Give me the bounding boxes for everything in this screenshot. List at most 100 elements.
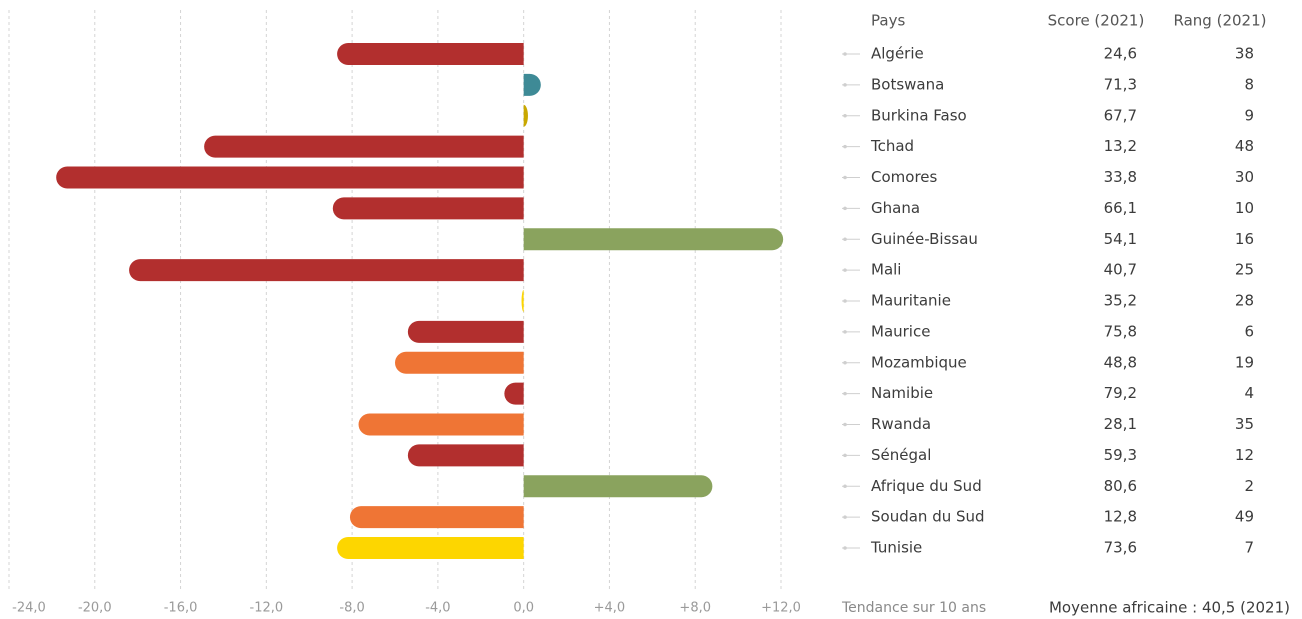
rank: 16 <box>1235 230 1254 248</box>
score: 13,2 <box>1104 137 1137 155</box>
country-label: Mozambique <box>871 353 967 371</box>
bar <box>349 506 524 529</box>
rank: 10 <box>1235 199 1254 217</box>
country-label: Rwanda <box>871 415 931 433</box>
score: 73,6 <box>1104 539 1137 557</box>
country-label: Guinée-Bissau <box>871 230 978 248</box>
x-tick-label: +12,0 <box>761 601 801 616</box>
score: 40,7 <box>1104 261 1137 279</box>
bar <box>129 259 524 282</box>
x-tick-label: +8,0 <box>679 601 711 616</box>
x-tick-label: -20,0 <box>78 601 112 616</box>
x-tick-label: -8,0 <box>339 601 364 616</box>
row-icon <box>843 206 847 211</box>
score: 24,6 <box>1104 45 1137 63</box>
row-icon <box>843 484 847 489</box>
row-icon <box>843 83 847 87</box>
bar <box>523 228 784 251</box>
score: 54,1 <box>1104 230 1137 248</box>
table-header: Pays <box>871 12 905 30</box>
row-icon <box>843 175 847 180</box>
score: 67,7 <box>1104 106 1137 124</box>
row-icon <box>843 422 847 427</box>
country-label: Burkina Faso <box>871 106 967 124</box>
table-header: Score (2021) <box>1048 12 1145 30</box>
country-label: Afrique du Sud <box>871 477 982 495</box>
country-label: Comores <box>871 168 938 186</box>
score: 28,1 <box>1104 415 1137 433</box>
row-icon <box>843 391 847 396</box>
bar <box>523 475 713 498</box>
rank: 30 <box>1235 168 1254 186</box>
bar <box>332 197 524 220</box>
rank: 28 <box>1235 292 1254 310</box>
x-axis-label: Tendance sur 10 ans <box>841 600 986 616</box>
bar <box>337 43 524 65</box>
country-label: Mali <box>871 261 901 279</box>
rank: 49 <box>1235 508 1254 526</box>
bar <box>56 166 524 189</box>
rank: 9 <box>1244 106 1254 124</box>
rank: 2 <box>1244 477 1254 495</box>
score: 59,3 <box>1104 446 1137 464</box>
rank: 19 <box>1235 353 1254 371</box>
country-label: Namibie <box>871 384 933 402</box>
score: 75,8 <box>1104 322 1137 340</box>
row-icon <box>843 453 847 458</box>
score: 66,1 <box>1104 199 1137 217</box>
rank: 4 <box>1244 384 1254 402</box>
country-label: Tunisie <box>870 539 922 557</box>
rank: 35 <box>1235 415 1254 433</box>
x-tick-label: -16,0 <box>164 601 198 616</box>
country-label: Maurice <box>871 322 930 340</box>
country-label: Sénégal <box>871 446 931 464</box>
rank: 12 <box>1235 446 1254 464</box>
score: 33,8 <box>1104 168 1137 186</box>
bar <box>358 413 524 436</box>
bar <box>204 135 524 158</box>
bar <box>523 104 528 127</box>
score: 35,2 <box>1104 292 1137 310</box>
rank: 8 <box>1244 75 1254 93</box>
rank: 6 <box>1244 322 1254 340</box>
row-icon <box>843 268 847 272</box>
row-icon <box>843 515 847 519</box>
x-tick-label: -12,0 <box>250 601 284 616</box>
row-icon <box>843 113 847 118</box>
row-icon <box>843 52 847 56</box>
bar <box>523 73 541 96</box>
rank: 38 <box>1235 45 1254 63</box>
note: Moyenne africaine : 40,5 (2021) <box>1049 599 1290 617</box>
bar <box>504 382 524 405</box>
row-icon <box>843 144 847 149</box>
x-tick-label: 0,0 <box>513 601 534 616</box>
score: 80,6 <box>1104 477 1137 495</box>
row-icon <box>843 237 847 242</box>
country-label: Tchad <box>870 137 914 155</box>
bar <box>395 351 524 374</box>
score: 12,8 <box>1104 508 1137 526</box>
bar <box>521 290 524 312</box>
row-icon <box>843 299 847 303</box>
row-icon <box>843 330 847 334</box>
country-label: Botswana <box>871 75 944 93</box>
score: 79,2 <box>1104 384 1137 402</box>
row-icon <box>843 546 847 550</box>
country-label: Soudan du Sud <box>871 508 985 526</box>
bar <box>407 444 524 467</box>
x-tick-label: +4,0 <box>594 601 626 616</box>
country-label: Algérie <box>871 45 924 63</box>
country-label: Mauritanie <box>871 292 951 310</box>
x-tick-label: -24,0 <box>12 601 46 616</box>
table-header: Rang (2021) <box>1174 12 1267 30</box>
score: 48,8 <box>1104 353 1137 371</box>
bar <box>337 537 524 559</box>
rank: 7 <box>1244 539 1254 557</box>
row-icon <box>843 360 847 365</box>
bar <box>407 320 524 343</box>
score: 71,3 <box>1104 75 1137 93</box>
x-tick-label: -4,0 <box>425 601 450 616</box>
rank: 48 <box>1235 137 1254 155</box>
rank: 25 <box>1235 261 1254 279</box>
